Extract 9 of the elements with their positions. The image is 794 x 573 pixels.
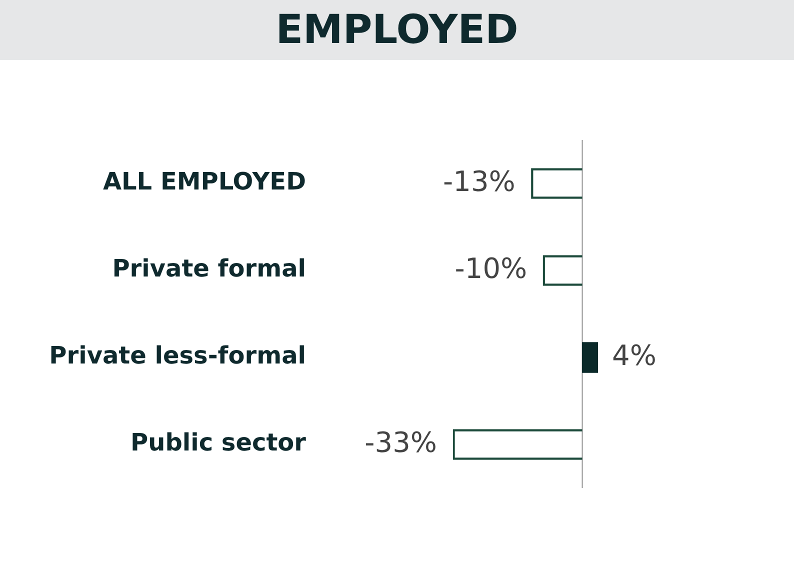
data-label: -13% bbox=[443, 164, 516, 198]
y-tick-label: Public sector bbox=[130, 428, 306, 457]
data-label: 4% bbox=[612, 338, 656, 372]
data-label: -33% bbox=[364, 426, 437, 459]
chart-title: EMPLOYED bbox=[0, 0, 794, 60]
y-tick-label: ALL EMPLOYED bbox=[102, 168, 306, 196]
y-tick-label: Private less-formal bbox=[49, 342, 306, 370]
data-label: -10% bbox=[454, 252, 528, 285]
y-tick-label: Private formal bbox=[112, 254, 306, 283]
